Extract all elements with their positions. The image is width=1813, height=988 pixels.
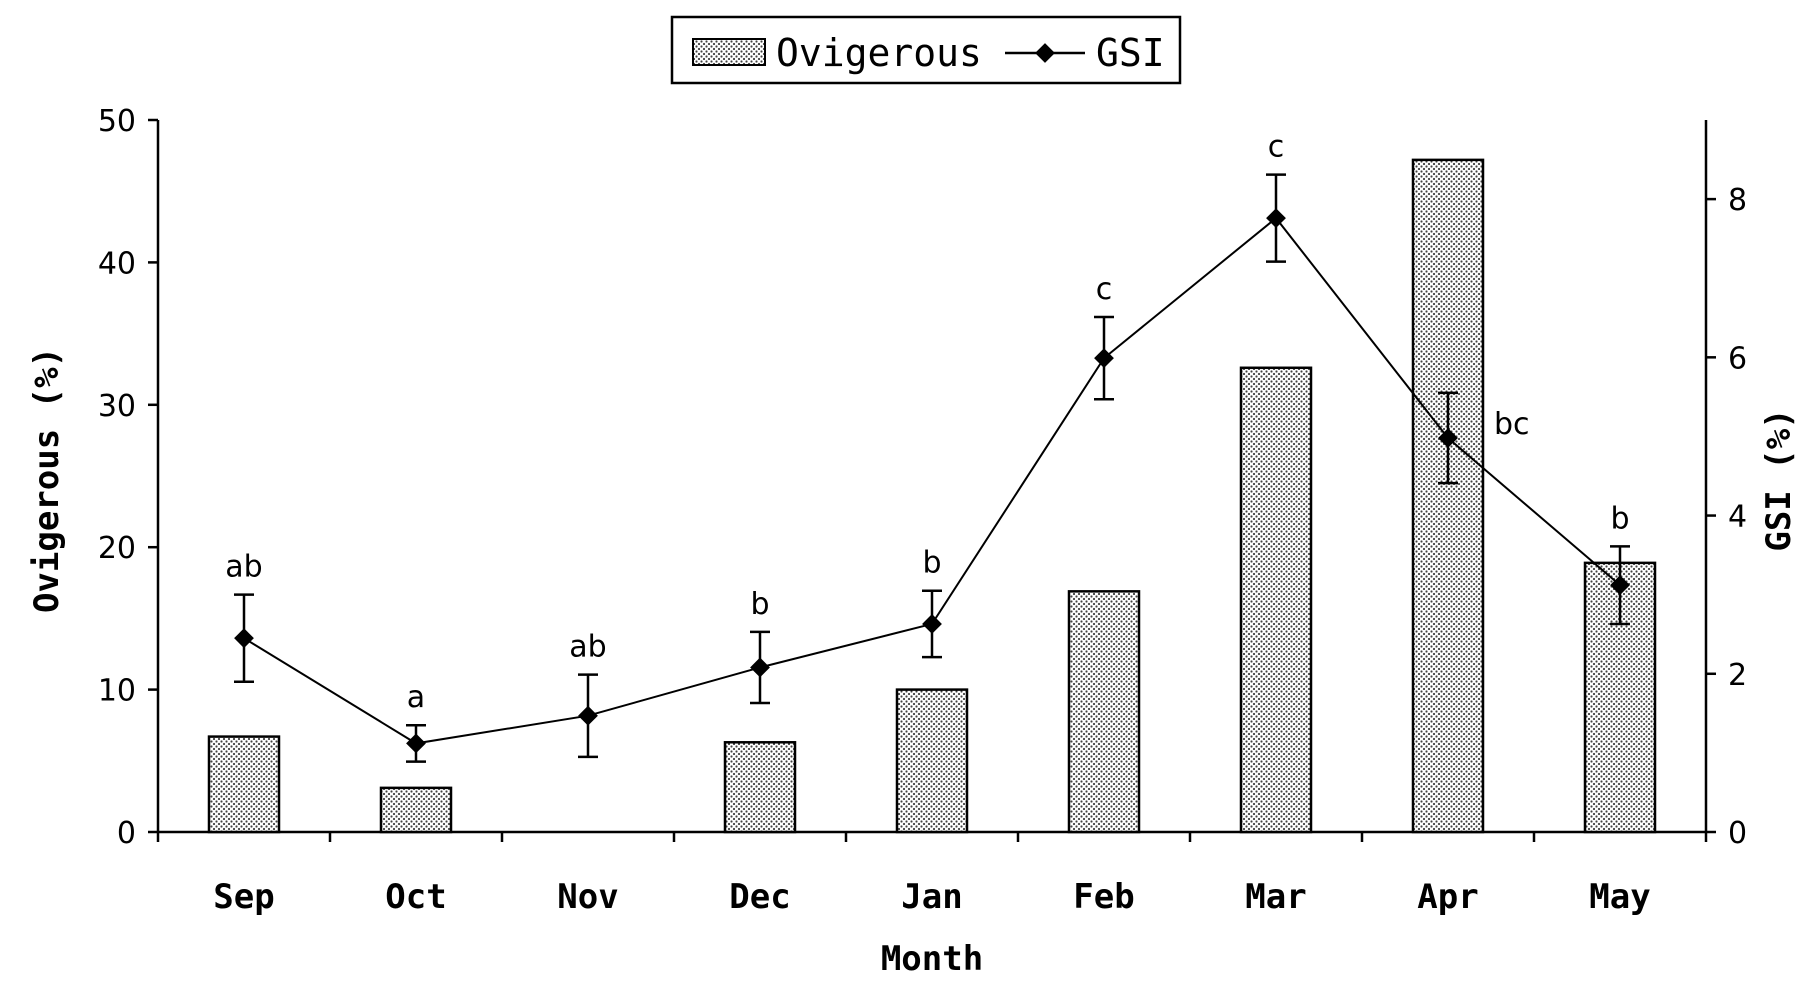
bar-jan (895, 688, 969, 834)
left-tick-label: 10 (98, 674, 136, 709)
legend-swatch-ovigerous (692, 38, 766, 66)
category-labels: Sep Oct Nov Dec Jan Feb Mar Apr May (213, 877, 1650, 917)
right-tick-label: 6 (1728, 341, 1747, 376)
bar-dec (723, 741, 797, 834)
legend-label-gsi: GSI (1096, 31, 1165, 75)
right-tick-label: 4 (1728, 500, 1747, 535)
category-label: Jan (901, 877, 962, 917)
bar-apr (1411, 158, 1485, 834)
legend-label-ovigerous: Ovigerous (776, 31, 982, 75)
gsi-point-oct (406, 733, 426, 754)
gsi-sig-label: a (407, 680, 425, 715)
category-label: Nov (557, 877, 618, 917)
category-label: May (1589, 877, 1650, 917)
gsi-sig-label: ab (569, 630, 606, 665)
category-label: Sep (213, 877, 274, 917)
left-tick-label: 30 (98, 389, 136, 424)
category-label: Oct (385, 877, 446, 917)
category-label: Apr (1417, 877, 1478, 917)
gsi-point-jan (922, 614, 942, 634)
legend-swatch-gsi-marker (1035, 43, 1055, 63)
left-axis-title: Ovigerous (%) (27, 347, 67, 613)
gsi-point-dec (750, 657, 770, 678)
right-axis-title: GSI (%) (1759, 408, 1799, 551)
right-tick-label: 0 (1728, 816, 1747, 851)
x-axis-ticks (156, 832, 1708, 842)
gsi-sig-label: c (1096, 272, 1113, 307)
left-tick-label: 0 (117, 816, 136, 851)
left-tick-label: 40 (98, 246, 136, 281)
bar-mar (1239, 366, 1313, 834)
category-label: Mar (1245, 877, 1306, 917)
gsi-sig-label: b (750, 587, 769, 622)
right-tick-label: 8 (1728, 183, 1747, 218)
bar-oct (379, 786, 453, 834)
legend: Ovigerous GSI (670, 15, 1182, 85)
left-tick-label: 20 (98, 531, 136, 566)
ovigerous-bars (207, 158, 1657, 834)
right-axis-ticks: 0 2 4 6 8 (1706, 183, 1747, 851)
category-label: Dec (729, 877, 790, 917)
x-axis-title: Month (881, 939, 983, 979)
left-tick-label: 50 (98, 104, 136, 139)
bar-feb (1067, 590, 1141, 834)
gsi-sig-label: c (1268, 130, 1285, 165)
bar-sep (207, 735, 281, 834)
gsi-point-mar (1266, 208, 1286, 228)
gsi-sig-label: bc (1494, 407, 1530, 442)
left-axis-ticks: 0 10 20 30 40 50 (98, 104, 158, 851)
gsi-sig-label: b (922, 546, 941, 581)
gsi-point-apr (1438, 428, 1458, 448)
gsi-point-feb (1094, 348, 1114, 369)
gsi-point-sep (234, 628, 254, 649)
category-label: Feb (1073, 877, 1134, 917)
gsi-sig-label: b (1610, 501, 1629, 536)
right-tick-label: 2 (1728, 658, 1747, 693)
gsi-sig-label: ab (225, 550, 262, 585)
gsi-point-nov (578, 705, 598, 726)
gsi-point-may (1610, 575, 1630, 596)
